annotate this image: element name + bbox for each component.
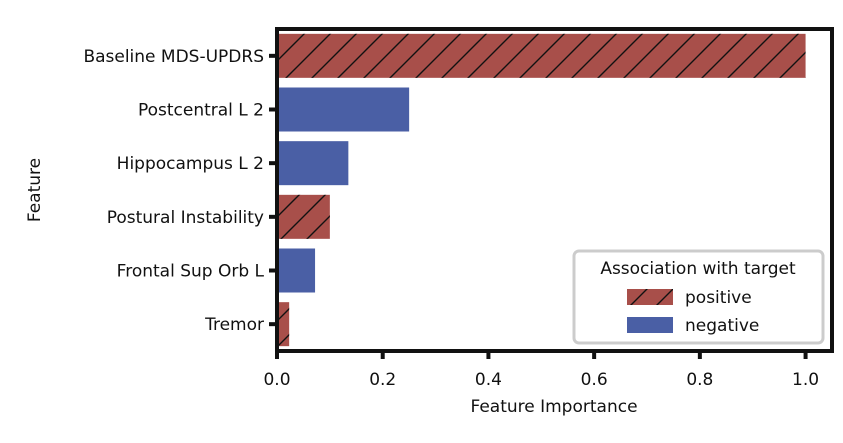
- y-tick-label: Baseline MDS-UPDRS: [83, 47, 264, 67]
- plot-frame: [275, 27, 834, 353]
- legend-entry-negative: negative: [627, 316, 759, 336]
- legend-label-negative: negative: [685, 316, 759, 336]
- legend-swatch-negative: [627, 317, 673, 333]
- y-axis-ticks: Baseline MDS-UPDRS Postcentral L 2 Hippoca…: [83, 47, 277, 335]
- bar-1: [277, 87, 410, 132]
- x-tick-label: 0.4: [475, 370, 502, 390]
- y-tick-label: Postcentral L 2: [138, 101, 264, 121]
- legend: Association with target positive negative: [572, 249, 825, 345]
- x-tick-label: 0.2: [369, 370, 396, 390]
- bar-4: [277, 248, 316, 293]
- bar-5: [277, 302, 290, 347]
- y-tick-label: Tremor: [204, 315, 264, 335]
- x-tick-label: 0.0: [263, 370, 290, 390]
- y-tick-label: Hippocampus L 2: [117, 154, 264, 174]
- y-tick-label: Frontal Sup Orb L: [117, 262, 265, 282]
- bar-3: [277, 194, 330, 239]
- x-tick-label: 1.0: [792, 370, 819, 390]
- bar-2: [277, 141, 349, 186]
- bar-0: [277, 33, 806, 78]
- bars-layer: [277, 33, 806, 347]
- y-axis-label: Feature: [25, 158, 45, 222]
- x-axis-label: Feature Importance: [470, 397, 637, 417]
- x-axis-ticks: 0.0 0.2 0.4 0.6 0.8 1.0: [263, 351, 819, 390]
- legend-label-positive: positive: [685, 288, 752, 308]
- y-tick-label: Postural Instability: [107, 208, 264, 228]
- x-tick-label: 0.8: [686, 370, 713, 390]
- legend-title: Association with target: [600, 259, 796, 279]
- x-tick-label: 0.6: [581, 370, 608, 390]
- legend-entry-positive: positive: [627, 288, 752, 308]
